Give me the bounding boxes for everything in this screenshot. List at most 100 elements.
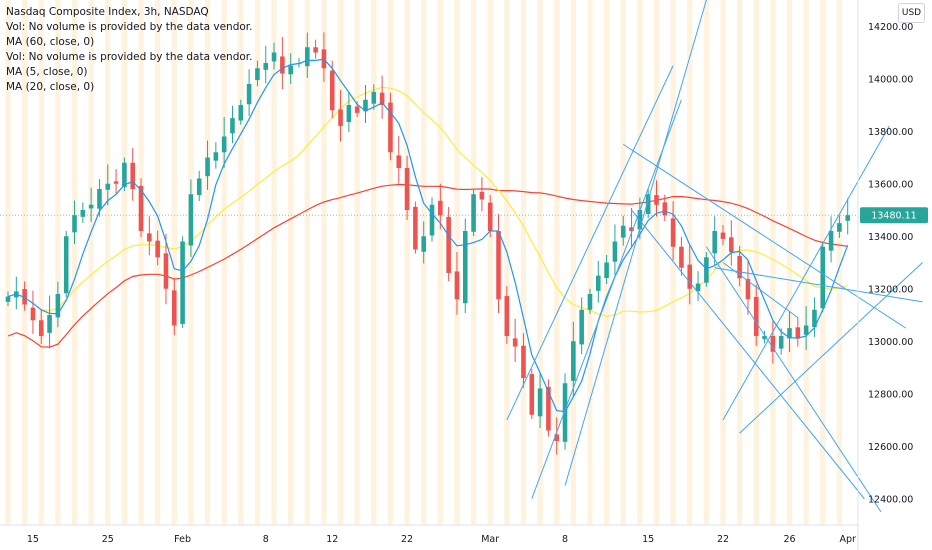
time-tick-label: 8 — [562, 534, 568, 545]
candle-body — [338, 109, 343, 126]
candle-body — [288, 65, 293, 75]
candle-body — [571, 341, 576, 381]
candle-body — [712, 231, 717, 254]
candle-body — [479, 191, 485, 200]
candle — [5, 291, 11, 307]
candle-body — [645, 194, 651, 214]
candle-body — [196, 178, 202, 196]
candle — [654, 180, 659, 217]
candle-body — [147, 233, 152, 242]
candle — [288, 53, 293, 85]
session-stripe — [637, 0, 643, 525]
candle — [30, 290, 36, 334]
session-stripe — [304, 0, 310, 525]
candle-body — [487, 202, 493, 231]
candle — [745, 259, 751, 315]
candle-body — [47, 315, 52, 333]
candle-body — [471, 194, 476, 232]
candle-body — [704, 257, 709, 283]
session-stripe — [5, 0, 11, 525]
candle — [504, 286, 510, 344]
candle-body — [504, 296, 510, 336]
price-tick-label: 13800.00 — [868, 127, 913, 138]
candle — [196, 170, 202, 202]
candle — [546, 379, 551, 437]
candle — [63, 231, 69, 298]
price-tick-label: 13000.00 — [868, 337, 913, 348]
session-stripe — [437, 0, 443, 525]
session-stripe — [520, 0, 527, 525]
legend-title: Nasdaq Composite Index, 3h, NASDAQ — [6, 6, 209, 18]
session-stripe — [587, 0, 593, 525]
candle — [88, 187, 94, 223]
candle-body — [379, 92, 385, 105]
candle — [171, 277, 177, 336]
trendlines-layer — [506, 0, 923, 513]
session-stripe — [620, 0, 626, 525]
candle — [438, 183, 443, 229]
candle-body — [687, 264, 693, 289]
candle-body — [787, 328, 792, 339]
session-stripe — [570, 0, 577, 525]
price-tick-label: 14200.00 — [868, 22, 913, 33]
candle-body — [221, 136, 227, 153]
time-tick-label: 26 — [783, 534, 795, 545]
candle — [845, 198, 850, 235]
currency-button[interactable]: USD — [898, 3, 925, 23]
session-stripe — [670, 0, 676, 525]
candle-body — [845, 215, 850, 221]
candle-body — [546, 386, 551, 431]
candle-body — [171, 290, 177, 326]
candle-body — [729, 237, 734, 252]
candle — [787, 311, 792, 353]
candle-body — [313, 47, 318, 53]
session-stripe — [487, 0, 493, 525]
candle-body — [828, 231, 834, 251]
session-stripe — [138, 0, 144, 525]
candle-body — [255, 68, 260, 81]
session-stripe — [404, 0, 410, 525]
candle-body — [537, 388, 543, 417]
candle — [795, 317, 801, 347]
legend-ma-20: MA (20, close, 0) — [6, 81, 95, 93]
candle-body — [329, 70, 335, 111]
chart-legend: Nasdaq Composite Index, 3h, NASDAQ Vol: … — [6, 5, 252, 95]
candle-body — [22, 289, 27, 305]
candle — [837, 215, 842, 238]
candle — [221, 117, 227, 168]
candle-body — [88, 204, 94, 209]
session-stripe — [470, 0, 477, 525]
time-tick-label: Mar — [481, 534, 499, 545]
candle-body — [745, 279, 751, 300]
candle — [14, 276, 19, 310]
trendline — [722, 125, 890, 421]
candle — [479, 177, 485, 212]
candle-body — [454, 271, 460, 300]
time-tick-label: 15 — [27, 534, 39, 545]
candle — [537, 373, 543, 429]
candle-body — [371, 91, 377, 104]
candle-body — [205, 157, 210, 177]
session-stripe — [238, 0, 244, 525]
candle-body — [596, 275, 601, 291]
candle-body — [446, 216, 451, 273]
candle — [712, 216, 717, 266]
candle — [271, 42, 277, 70]
candle — [720, 224, 726, 245]
session-stripe — [254, 0, 261, 525]
candle-body — [795, 327, 801, 339]
candle — [704, 252, 709, 287]
candle-body — [753, 296, 759, 336]
candle-body — [496, 231, 501, 300]
candle — [205, 140, 210, 190]
candle-body — [55, 294, 61, 318]
candle-body — [579, 309, 584, 345]
candle — [163, 233, 169, 305]
session-stripe — [337, 0, 344, 525]
candle-body — [737, 255, 742, 279]
session-stripe — [288, 0, 294, 525]
candle-body — [305, 47, 310, 67]
price-tick-label: 12800.00 — [868, 389, 913, 400]
candle-body — [562, 383, 568, 442]
